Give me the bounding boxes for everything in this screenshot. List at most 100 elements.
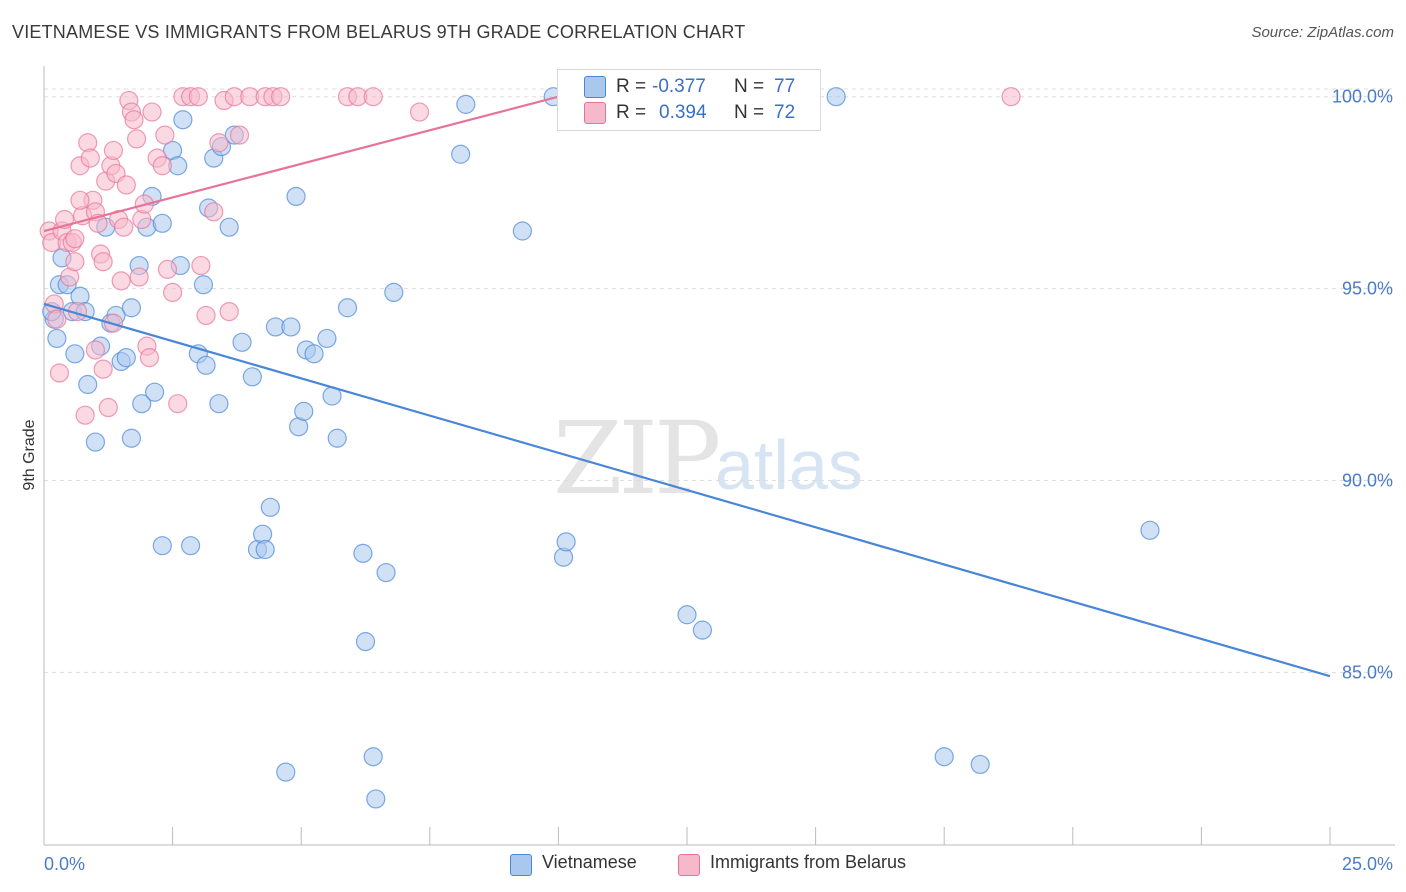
point-vietnamese <box>193 275 214 295</box>
bottom-legend-swatch-vietnamese <box>510 854 532 876</box>
point-belarus <box>65 252 85 272</box>
point-belarus <box>49 363 70 383</box>
point-vietnamese <box>209 394 229 414</box>
point-belarus <box>168 394 188 414</box>
point-belarus <box>188 87 208 107</box>
legend-n-label: N = <box>734 76 765 97</box>
point-belarus <box>65 229 85 249</box>
point-vietnamese <box>121 428 142 448</box>
point-belarus <box>93 252 113 272</box>
point-belarus <box>116 175 136 195</box>
point-vietnamese <box>1140 520 1160 540</box>
point-vietnamese <box>376 562 396 583</box>
point-vietnamese <box>232 332 252 352</box>
point-belarus <box>196 305 216 326</box>
bottom-legend-label: Immigrants from Belarus <box>710 852 907 872</box>
point-vietnamese <box>970 754 990 775</box>
point-belarus <box>93 359 113 379</box>
point-vietnamese <box>116 348 136 368</box>
point-belarus <box>219 301 239 322</box>
point-belarus <box>139 348 160 368</box>
point-belarus <box>363 87 383 107</box>
point-belarus <box>103 140 124 161</box>
point-vietnamese <box>65 344 85 364</box>
point-vietnamese <box>286 186 306 207</box>
point-belarus <box>142 102 162 122</box>
point-vietnamese <box>196 355 216 375</box>
point-vietnamese <box>219 217 239 237</box>
legend-r-value: 0.394 <box>659 102 707 123</box>
point-vietnamese <box>327 428 347 448</box>
point-vietnamese <box>47 328 67 349</box>
chart-source: Source: ZipAtlas.com <box>1251 24 1394 41</box>
bottom-legend-label: Vietnamese <box>542 852 637 872</box>
point-vietnamese <box>152 536 172 556</box>
point-belarus <box>209 133 229 153</box>
legend-r-label: R = <box>616 76 647 97</box>
point-belarus <box>191 255 211 276</box>
point-vietnamese <box>456 94 476 114</box>
point-belarus <box>75 405 95 425</box>
point-belarus <box>204 202 224 222</box>
correlation-legend: R = -0.377 N = 77 R = 0.394 N = 72 <box>557 69 821 131</box>
y-tick-label: 100.0% <box>1332 87 1393 107</box>
point-belarus <box>155 125 175 145</box>
point-vietnamese <box>677 605 697 625</box>
point-belarus <box>111 271 131 291</box>
point-vietnamese <box>353 543 373 563</box>
y-axis-title: 9th Grade <box>21 419 38 490</box>
point-vietnamese <box>281 317 301 337</box>
point-vietnamese <box>556 532 576 552</box>
point-vietnamese <box>173 110 193 130</box>
point-belarus <box>98 397 118 418</box>
chart-title: VIETNAMESE VS IMMIGRANTS FROM BELARUS 9T… <box>12 22 746 42</box>
point-vietnamese <box>78 374 98 395</box>
watermark-atlas: atlas <box>715 426 863 504</box>
point-belarus <box>80 148 100 168</box>
point-belarus <box>85 340 106 360</box>
point-vietnamese <box>260 497 280 517</box>
point-belarus <box>163 282 183 303</box>
legend-n-value: 77 <box>774 76 796 97</box>
point-vietnamese <box>692 620 713 640</box>
point-vietnamese <box>242 367 262 387</box>
point-vietnamese <box>85 432 106 452</box>
point-vietnamese <box>337 298 358 318</box>
point-vietnamese <box>304 344 324 364</box>
point-belarus <box>157 259 178 279</box>
point-belarus <box>126 129 147 149</box>
point-belarus <box>1001 87 1021 107</box>
legend-swatch-belarus <box>584 102 606 124</box>
point-vietnamese <box>121 298 142 318</box>
point-vietnamese <box>934 747 954 767</box>
point-vietnamese <box>144 382 165 402</box>
point-vietnamese <box>255 539 275 560</box>
point-belarus <box>152 156 172 176</box>
y-tick-label: 95.0% <box>1342 279 1393 299</box>
point-belarus <box>124 110 144 130</box>
point-vietnamese <box>276 762 296 782</box>
x-tick-label-min: 0.0% <box>44 854 85 874</box>
bottom-legend-swatch-belarus <box>678 854 700 876</box>
point-belarus <box>47 309 67 329</box>
legend-r-value: -0.377 <box>652 76 706 97</box>
point-vietnamese <box>366 789 386 809</box>
legend-swatch-vietnamese <box>584 76 606 98</box>
x-tick-label-max: 25.0% <box>1342 854 1393 874</box>
point-vietnamese <box>152 213 172 233</box>
point-belarus <box>229 125 250 145</box>
point-vietnamese <box>826 87 846 107</box>
y-tick-label: 90.0% <box>1342 470 1393 490</box>
point-belarus <box>409 102 430 122</box>
y-tick-label: 85.0% <box>1342 662 1393 682</box>
point-belarus <box>70 190 90 210</box>
point-vietnamese <box>384 282 404 303</box>
legend-r-label: R = <box>616 102 647 123</box>
point-vietnamese <box>363 747 383 767</box>
point-belarus <box>271 87 291 107</box>
point-vietnamese <box>355 632 376 652</box>
point-belarus <box>129 267 149 287</box>
point-vietnamese <box>294 401 314 421</box>
point-vietnamese <box>451 144 471 164</box>
